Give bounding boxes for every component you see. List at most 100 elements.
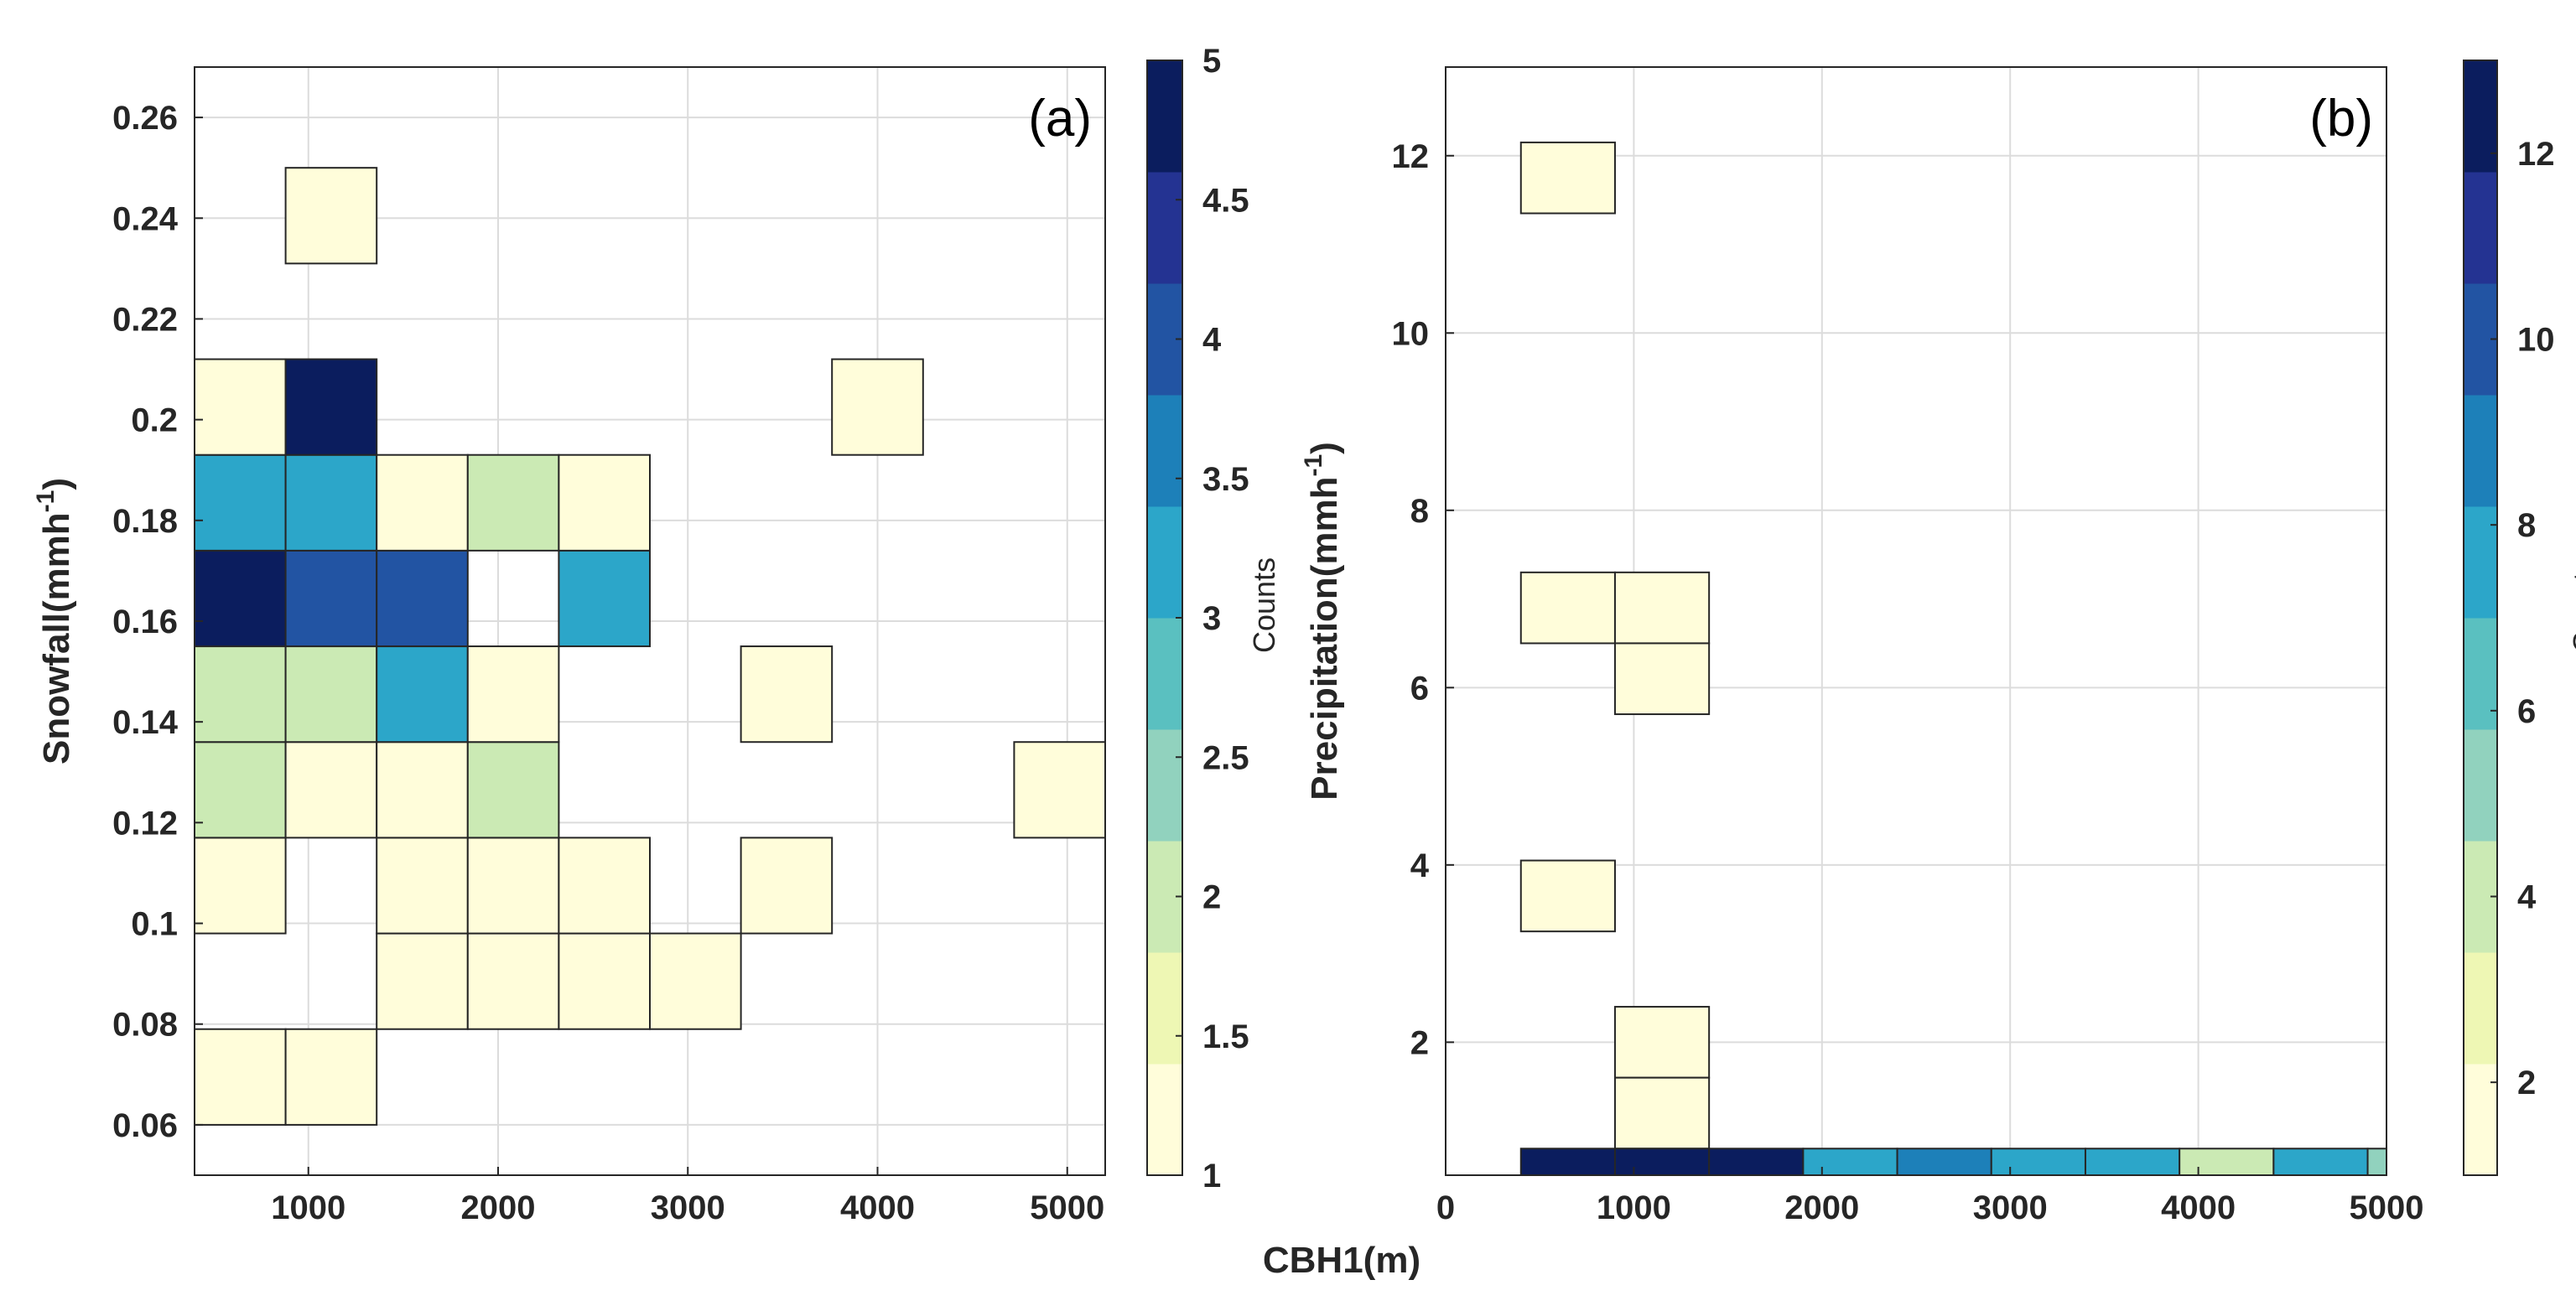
heatmap-cell — [284, 167, 378, 265]
y-tick-label: 0.12 — [112, 805, 178, 842]
x-tick-label: 5000 — [1030, 1189, 1104, 1226]
panel-b-cells — [1519, 141, 2388, 1176]
x-tick-label: 3000 — [651, 1189, 725, 1226]
colorbar-tick-label: 12 — [2517, 136, 2555, 173]
colorbar-band — [1147, 172, 1182, 284]
panel-b-colorbar-bands — [2464, 60, 2497, 1176]
panel-a: 1000 2000 3000 4000 5000 0.06 0.08 0.1 0.12 0.14… — [32, 66, 1107, 1226]
heatmap-cell — [558, 837, 652, 935]
panel-b-frame — [1445, 66, 2387, 1176]
heatmap-cell — [1802, 1148, 1898, 1176]
colorbar-band — [1147, 60, 1182, 173]
colorbar-band — [2464, 1064, 2497, 1176]
y-tick-label: 2 — [1410, 1024, 1429, 1061]
heatmap-cell — [2366, 1148, 2388, 1176]
heatmap-cell — [466, 453, 560, 552]
heatmap-cell — [284, 453, 378, 552]
heatmap-cell — [1990, 1148, 2086, 1176]
panel-a-y-axis-label: Snowfall(mmh-1) — [32, 478, 77, 764]
y-tick-label: 4 — [1410, 847, 1430, 884]
heatmap-cell — [649, 932, 742, 1030]
panel-a-y-ticks: 0.06 0.08 0.1 0.12 0.14 0.16 0.18 0.2 0.22 0.24 0.… — [112, 100, 203, 1144]
colorbar-tick-label: 3 — [1202, 600, 1221, 637]
heatmap-cell — [740, 837, 834, 935]
y-tick-label: 0.22 — [112, 301, 178, 338]
colorbar-band — [1147, 952, 1182, 1065]
panel-b-x-ticks: 0 1000 2000 3000 4000 5000 — [1436, 1167, 2423, 1226]
heatmap-cell — [1613, 1148, 1711, 1176]
x-tick-label: 1000 — [1597, 1189, 1671, 1226]
heatmap-cell — [466, 932, 560, 1030]
heatmap-cell — [194, 837, 287, 935]
panel-a-label: (a) — [1028, 90, 1092, 148]
y-tick-label: 0.26 — [112, 100, 178, 137]
heatmap-cell — [194, 1028, 287, 1126]
panel-a-cells — [194, 167, 1107, 1126]
x-tick-label: 3000 — [1973, 1189, 2048, 1226]
x-tick-label: 1000 — [271, 1189, 345, 1226]
colorbar-tick-label: 6 — [2517, 693, 2536, 730]
heatmap-cell — [831, 358, 924, 456]
colorbar-tick-label: 2 — [2517, 1065, 2536, 1101]
x-tick-label: 4000 — [840, 1189, 915, 1226]
heatmap-cell — [376, 741, 469, 839]
heatmap-cell — [1708, 1148, 1805, 1176]
heatmap-cell — [194, 358, 287, 456]
y-tick-label: 0.24 — [112, 200, 179, 237]
colorbar-band — [1147, 395, 1182, 507]
heatmap-cell — [376, 453, 469, 552]
heatmap-cell — [558, 549, 652, 648]
colorbar-tick-label: 2.5 — [1202, 739, 1249, 776]
x-tick-label: 2000 — [1784, 1189, 1859, 1226]
panel-b-y-axis-label: Precipitation(mmh-1) — [1300, 442, 1345, 801]
heatmap-cell — [1519, 859, 1616, 933]
heatmap-cell — [1613, 642, 1711, 716]
panel-a-colorbar-bands — [1147, 60, 1182, 1176]
y-tick-label: 0.14 — [112, 704, 179, 741]
colorbar-tick-label: 1.5 — [1202, 1018, 1249, 1055]
shared-x-axis-label: CBH1(m) — [1263, 1240, 1420, 1281]
x-tick-label: 2000 — [461, 1189, 536, 1226]
heatmap-cell — [2272, 1148, 2369, 1176]
colorbar-band — [2464, 506, 2497, 619]
colorbar-tick-label: 3.5 — [1202, 461, 1249, 498]
y-tick-label: 0.08 — [112, 1007, 178, 1044]
colorbar-tick-label: 8 — [2517, 507, 2536, 544]
heatmap-cell — [1519, 141, 1616, 215]
heatmap-cell — [194, 453, 287, 552]
colorbar-band — [2464, 729, 2497, 842]
y-tick-label: 0.18 — [112, 503, 178, 540]
heatmap-cell — [1613, 1006, 1711, 1079]
heatmap-cell — [1013, 741, 1107, 839]
colorbar-tick-label: 1 — [1202, 1158, 1221, 1194]
colorbar-band — [2464, 172, 2497, 284]
colorbar-band — [1147, 618, 1182, 730]
colorbar-band — [2464, 395, 2497, 507]
colorbar-tick-label: 4.5 — [1202, 182, 1249, 219]
x-tick-label: 4000 — [2161, 1189, 2236, 1226]
y-tick-label: 0.2 — [131, 402, 178, 439]
heatmap-cell — [1519, 571, 1616, 645]
heatmap-cell — [2084, 1148, 2181, 1176]
heatmap-cell — [376, 932, 469, 1030]
heatmap-cell — [466, 837, 560, 935]
y-tick-label: 12 — [1392, 138, 1430, 175]
y-tick-label: 10 — [1392, 315, 1430, 352]
panel-a-colorbar-ticks: 1 1.5 2 2.5 3 3.5 4 4.5 5 — [1176, 43, 1249, 1194]
panel-a-colorbar-label: Counts — [1247, 557, 1281, 653]
colorbar-tick-label: 4 — [2517, 879, 2537, 916]
y-tick-label: 6 — [1410, 670, 1429, 707]
heatmap-cell — [284, 645, 378, 744]
heatmap-cell — [466, 741, 560, 839]
heatmap-cell — [284, 549, 378, 648]
heatmap-cell — [284, 741, 378, 839]
colorbar-band — [2464, 618, 2497, 730]
x-tick-label: 0 — [1436, 1189, 1455, 1226]
heatmap-cell — [284, 358, 378, 456]
colorbar-tick-label: 2 — [1202, 879, 1221, 916]
heatmap-cell — [558, 453, 652, 552]
colorbar-band — [1147, 506, 1182, 619]
colorbar-tick-label: 10 — [2517, 322, 2555, 359]
heatmap-cell — [194, 645, 287, 744]
